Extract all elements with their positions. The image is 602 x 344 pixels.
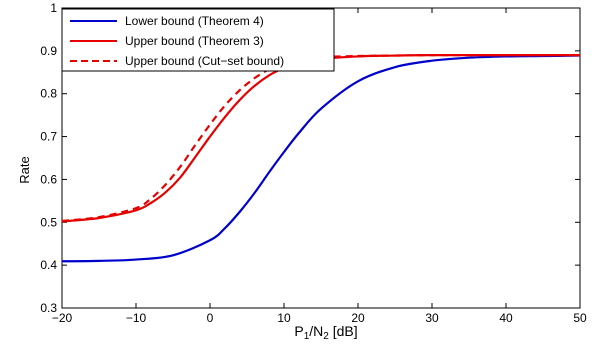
x-tick-label: 30 (425, 311, 439, 325)
plot-area: −20 −10 0 10 20 30 40 50 0.3 0.4 0.5 0.6 0.7 0.8 0.9 1 (40, 1, 587, 325)
x-axis-label: P1/N2 [dB] (294, 323, 357, 339)
series-upper-bound-theorem-3 (61, 54, 580, 223)
y-tick-label: 0.8 (40, 87, 57, 101)
x-tick-label: 50 (573, 311, 587, 325)
y-tick-label: 1 (50, 1, 57, 15)
x-tick-label: 0 (207, 311, 214, 325)
y-tick-label: 0.4 (40, 258, 57, 272)
axis-ticks: −20 −10 0 10 20 30 40 50 0.3 0.4 0.5 0.6 0.7 0.8 0.9 1 (40, 1, 587, 325)
x-axis-label-p: P (294, 323, 303, 339)
x-axis-label-sub2: 2 (323, 331, 329, 339)
x-tick-label: 40 (499, 311, 513, 325)
y-tick-label: 0.5 (40, 215, 57, 229)
series-lower-bound-theorem-4 (61, 54, 581, 263)
plot-frame (61, 7, 581, 309)
x-axis-label-slash: /N (309, 323, 323, 339)
legend-label-upper-bound-theorem: Upper bound (Theorem 3) (125, 34, 264, 48)
legend-label-cut-set-bound: Upper bound (Cut−set bound) (125, 54, 284, 68)
x-axis-label-unit: [dB] (329, 323, 358, 339)
y-tick-label: 0.6 (40, 172, 57, 186)
series-lines (61, 54, 581, 263)
y-tick-label: 0.7 (40, 130, 57, 144)
legend-label-lower-bound: Lower bound (Theorem 4) (125, 14, 264, 28)
y-tick-label: 0.3 (40, 301, 57, 315)
legend: Lower bound (Theorem 4) Upper bound (The… (61, 8, 335, 72)
y-tick-label: 0.9 (40, 44, 57, 58)
x-tick-label: −20 (52, 311, 73, 325)
series-upper-bound-cut-set (61, 54, 580, 223)
x-tick-label: 10 (277, 311, 291, 325)
x-axis-label-sub1: 1 (304, 331, 310, 339)
y-axis-label: Rate (17, 156, 32, 183)
x-tick-label: 20 (351, 311, 365, 325)
x-tick-label: −10 (126, 311, 147, 325)
